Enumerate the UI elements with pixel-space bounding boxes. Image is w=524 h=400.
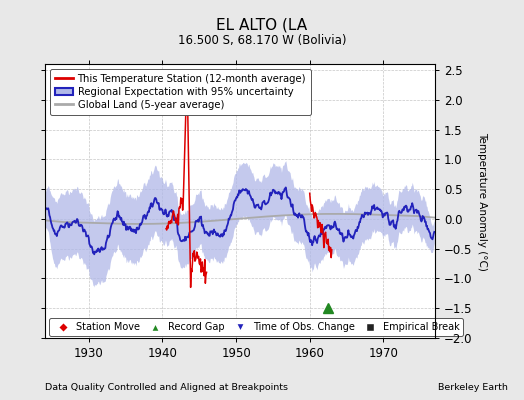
Text: Berkeley Earth: Berkeley Earth — [439, 383, 508, 392]
Text: 16.500 S, 68.170 W (Bolivia): 16.500 S, 68.170 W (Bolivia) — [178, 34, 346, 47]
Y-axis label: Temperature Anomaly (°C): Temperature Anomaly (°C) — [477, 132, 487, 270]
Text: Data Quality Controlled and Aligned at Breakpoints: Data Quality Controlled and Aligned at B… — [45, 383, 288, 392]
Legend: Station Move, Record Gap, Time of Obs. Change, Empirical Break: Station Move, Record Gap, Time of Obs. C… — [49, 318, 463, 336]
Text: EL ALTO (LA: EL ALTO (LA — [216, 18, 308, 33]
